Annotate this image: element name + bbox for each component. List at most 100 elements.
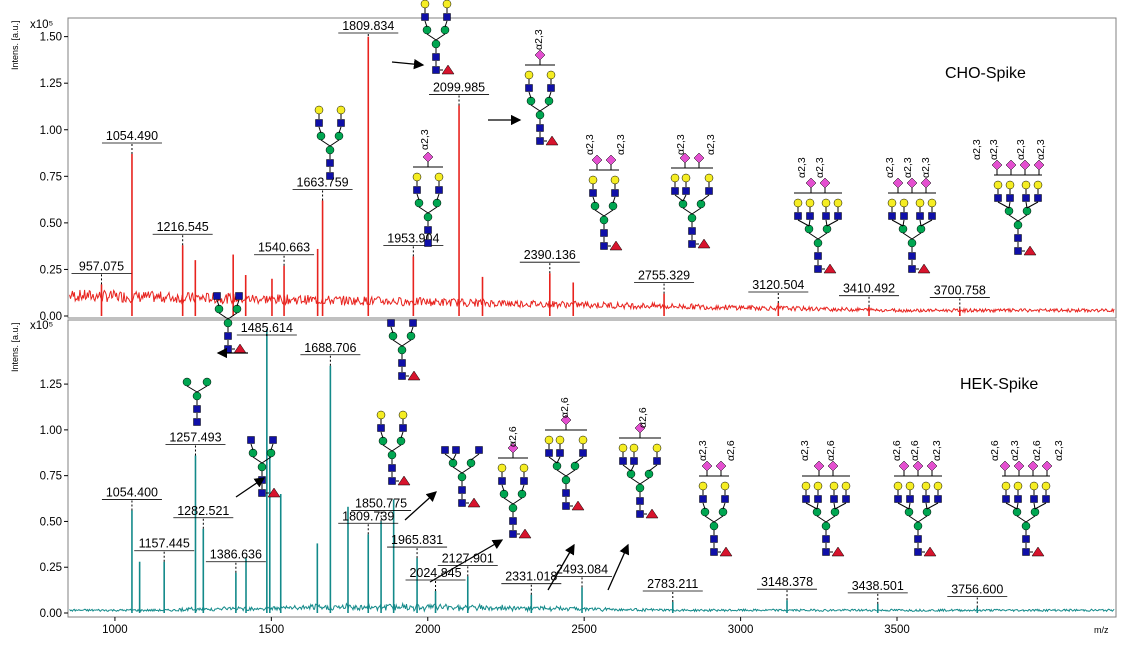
cho-peak-label: 3410.492 [843,282,895,296]
hek-peak-label: 1809.739 [342,509,394,523]
hek-peak-label: 2493.084 [556,562,608,576]
glycan-structure-icon [588,154,623,251]
hek-y-tick-label: 1.25 [40,379,62,391]
arrow-icon [547,543,575,591]
hek-y-multiplier: x10⁵ [30,320,54,332]
cho-peak-label: 1663.759 [297,176,349,190]
cho-y-tick-label: 0.50 [40,218,62,230]
cho-y-tick-label: 1.25 [40,78,62,90]
glycan-structure-icon [887,177,937,274]
hek-linkage-label: α2,6 [559,397,571,418]
cho-y-multiplier: x10⁵ [30,19,54,31]
cho-peaks [100,36,961,316]
cho-linkage-label: α2,3 [1035,139,1047,160]
cho-peak-labels: 957.075 1054.490 1216.545 1540.663 1663.759 1… [71,19,990,309]
hek-linkage-label: α2,6 [725,440,737,461]
cho-linkage-label: α2,3 [675,134,687,155]
glycan-structure-icon [670,152,714,249]
hek-linkage-label: α2,6 [1031,440,1043,461]
cho-peak-label: 2755.329 [638,269,690,283]
hek-peak-label: 2331.018 [505,570,557,584]
hek-linkage-label: α2,6 [891,440,903,461]
hek-peak-labels: 1054.400 1157.445 1257.493 1282.521 1386.636… [101,321,1008,608]
hek-plot-frame [67,319,1117,618]
hek-linkage-label: α2,6 [909,440,921,461]
hek-y-axis-label: Intens. [a.u.] [10,322,20,372]
x-axis-label: m/z [1094,625,1109,635]
hek-y-tick-label: 0.00 [40,608,62,620]
glycan-structure-icon [999,460,1053,557]
glycan-structure-icon [893,460,943,557]
cho-y-tick-label: 1.50 [40,32,62,44]
hek-linkage-label: α2,3 [931,440,943,461]
hek-linkage-label: α2,3 [1053,440,1065,461]
cho-linkage-label: α2,3 [884,157,896,178]
cho-peak-label: 1216.545 [157,220,209,234]
hek-y-tick-label: 1.00 [40,425,62,437]
glycan-structure-icon [376,410,411,486]
hek-linkage-label: α2,6 [507,426,519,447]
cho-peak-label: 3120.504 [752,278,804,292]
cho-linkage-label: α2,3 [615,134,627,155]
glycan-structures [182,0,1053,557]
hek-peak-label: 1054.400 [106,485,158,499]
glycan-structure-icon [387,319,421,381]
cho-linkage-label: α2,3 [988,139,1000,160]
cho-linkage-label: α2,3 [814,157,826,178]
hek-y-ticks: 0.00 0.25 0.50 0.75 1.00 1.25 [40,379,68,620]
hek-linkage-label: α2,3 [1009,440,1021,461]
x-tick-label: 3500 [884,624,910,636]
cho-linkage-label: α2,3 [796,157,808,178]
glycan-structure-icon [441,446,483,508]
cho-linkage-label: α2,3 [533,29,545,50]
hek-peak-label: 2783.211 [647,577,698,591]
glycan-structure-icon [991,159,1045,256]
x-tick-label: 1000 [102,624,128,636]
cho-linkage-label: α2,3 [419,129,431,150]
x-tick-label: 3000 [728,624,754,636]
cho-peak-label: 1054.490 [106,129,158,143]
hek-peak-label: 2024.845 [409,566,461,580]
arrow-icon [429,539,504,583]
hek-linkage-label: α2,3 [697,440,709,461]
linkage-annotations: α2,3 α2,3 α2,3 α2,3 α2,3 α2,3 α2,3 α2,3 α2,3 α2,3… [419,29,1065,461]
glycan-structure-icon [314,105,346,180]
glycan-structure-icon [544,414,588,511]
hek-peak-label: 1282.521 [177,504,229,518]
hek-peak-label: 1850.775 [355,496,407,510]
arrow-icon [391,58,425,70]
glycan-structure-icon [524,49,559,146]
hek-linkage-label: α2,3 [799,440,811,461]
hek-spectrum-trace [69,601,1115,613]
cho-y-tick-label: 0.25 [40,264,62,276]
hek-peak-label: 1257.493 [169,431,221,445]
hek-spike-title: HEK-Spike [960,376,1038,393]
cho-peak-label: 1540.663 [258,241,310,255]
cho-y-tick-label: 0.75 [40,171,62,183]
arrow-icon [607,543,630,591]
cho-linkage-label: α2,3 [971,139,983,160]
glycan-structure-icon [420,0,455,75]
hek-y-tick-label: 0.75 [40,471,62,483]
cho-linkage-label: α2,3 [584,134,596,155]
hek-y-tick-label: 0.50 [40,516,62,528]
cho-peak-label: 3700.758 [934,284,986,298]
cho-linkage-label: α2,3 [1015,139,1027,160]
hek-peak-label: 3756.600 [951,583,1003,597]
glycan-structure-icon [412,151,444,247]
cho-spike-title: CHO-Spike [945,65,1026,82]
hek-peak-label: 1157.445 [139,537,190,551]
cho-y-tick-label: 0.00 [40,311,62,323]
glycan-structure-icon [793,177,843,274]
cho-peak-label: 957.075 [79,259,124,273]
glycan-structure-icon [801,460,851,557]
arrow-icon [235,477,266,498]
hek-peaks [131,329,979,613]
hek-linkage-label: α2,6 [825,440,837,461]
x-tick-label: 2500 [571,624,597,636]
glycan-structure-icon [698,460,733,557]
cho-plot-frame [67,17,1117,319]
x-tick-label: 2000 [415,624,441,636]
x-ticks: 1000 1500 2000 2500 3000 3500 [102,617,910,636]
